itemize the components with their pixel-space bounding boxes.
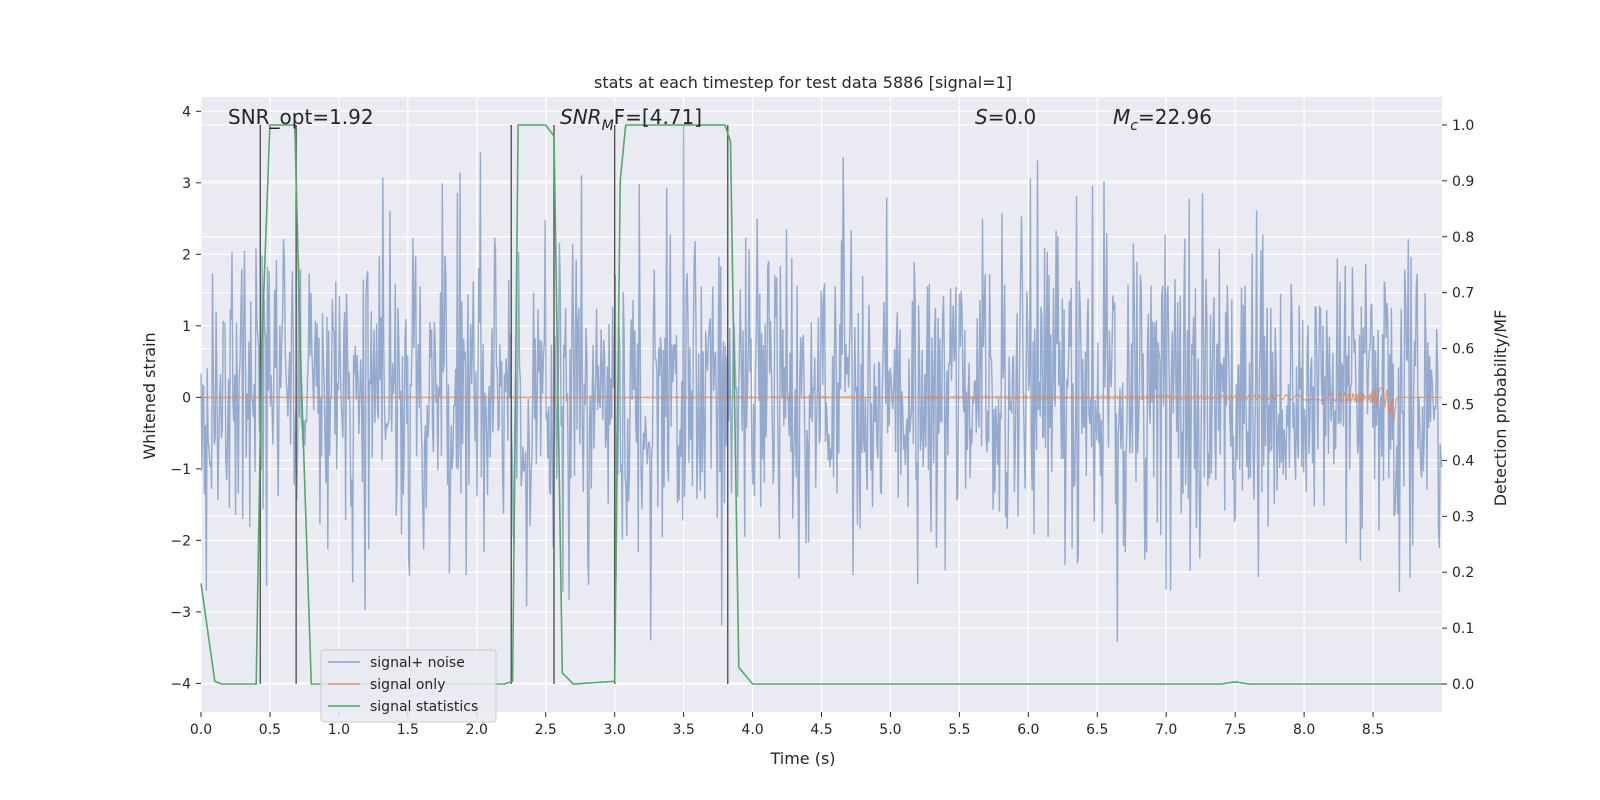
y-tick-label-right: 0.5 [1452, 398, 1474, 414]
legend-box [320, 649, 497, 723]
y-tick-label-right: 0.6 [1452, 342, 1474, 358]
annotation-snr-opt: SNR_opt=1.92 [228, 105, 374, 129]
y-tick-label-left: −3 [170, 605, 191, 621]
x-axis-label: Time (s) [769, 749, 835, 768]
signal-only-line [200, 386, 1442, 423]
chart-title: stats at each timestep for test data 588… [594, 73, 1012, 92]
x-tick-label: 8.5 [1362, 722, 1384, 738]
y-tick-label-left: 3 [182, 176, 191, 192]
y-tick-label-left: 0 [182, 390, 191, 406]
x-tick-label: 1.0 [328, 722, 350, 738]
legend-label-signal-noise: signal+ noise [370, 655, 465, 671]
x-tick-label: 0.5 [259, 722, 281, 738]
x-tick-label: 1.5 [397, 722, 419, 738]
legend-label-signal-statistics: signal statistics [370, 699, 478, 715]
x-tick-label: 5.5 [948, 722, 970, 738]
decision-lines [259, 124, 729, 685]
signal-statistics-series [200, 124, 1442, 685]
y-axis-label-right: Detection probability/MF [1491, 310, 1510, 507]
y-tick-label-right: 0.3 [1452, 509, 1474, 525]
x-tick-label: 4.5 [810, 722, 832, 738]
signal-noise-series [200, 125, 1443, 642]
signal-noise-line [200, 125, 1443, 642]
x-tick-label: 0.0 [190, 722, 212, 738]
x-tick-label: 6.5 [1086, 722, 1108, 738]
annotation-mc: Mc=22.96 [1113, 105, 1212, 134]
y-tick-label-left: 2 [182, 247, 191, 263]
signal-only-series [200, 386, 1442, 423]
y-tick-label-left: 1 [182, 319, 191, 335]
annotation-snr-mf: SNRMF=[4.71] [560, 105, 702, 134]
legend: signal+ noise signal only signal statist… [320, 649, 497, 723]
signal-statistics-line [200, 124, 1442, 685]
y-tick-label-right: 0.0 [1452, 677, 1474, 693]
legend-label-signal-only: signal only [370, 677, 445, 693]
y-axis-label-left: Whitened strain [140, 332, 159, 459]
y-tick-label-left: −2 [170, 533, 191, 549]
x-tick-label: 7.5 [1224, 722, 1246, 738]
x-tick-label: 2.0 [466, 722, 488, 738]
y-tick-label-right: 0.1 [1452, 621, 1474, 637]
x-tick-label: 7.0 [1155, 722, 1177, 738]
y-tick-label-left: −4 [170, 676, 191, 692]
y-tick-label-left: 4 [182, 104, 191, 120]
x-tick-label: 5.0 [879, 722, 901, 738]
x-tick-label: 6.0 [1017, 722, 1039, 738]
x-tick-label: 3.0 [604, 722, 626, 738]
y-tick-label-right: 0.2 [1452, 565, 1474, 581]
y-tick-label-right: 0.9 [1452, 174, 1474, 190]
x-tick-label: 3.5 [672, 722, 694, 738]
y-tick-label-right: 0.7 [1452, 286, 1474, 302]
annotation-s: S=0.0 [975, 105, 1036, 129]
y-tick-label-left: −1 [170, 462, 191, 478]
x-tick-label: 2.5 [535, 722, 557, 738]
x-tick-label: 8.0 [1293, 722, 1315, 738]
y-tick-label-right: 1.0 [1452, 118, 1474, 134]
x-tick-label: 4.0 [741, 722, 763, 738]
y-tick-label-right: 0.4 [1452, 453, 1474, 469]
y-tick-label-right: 0.8 [1452, 230, 1474, 246]
